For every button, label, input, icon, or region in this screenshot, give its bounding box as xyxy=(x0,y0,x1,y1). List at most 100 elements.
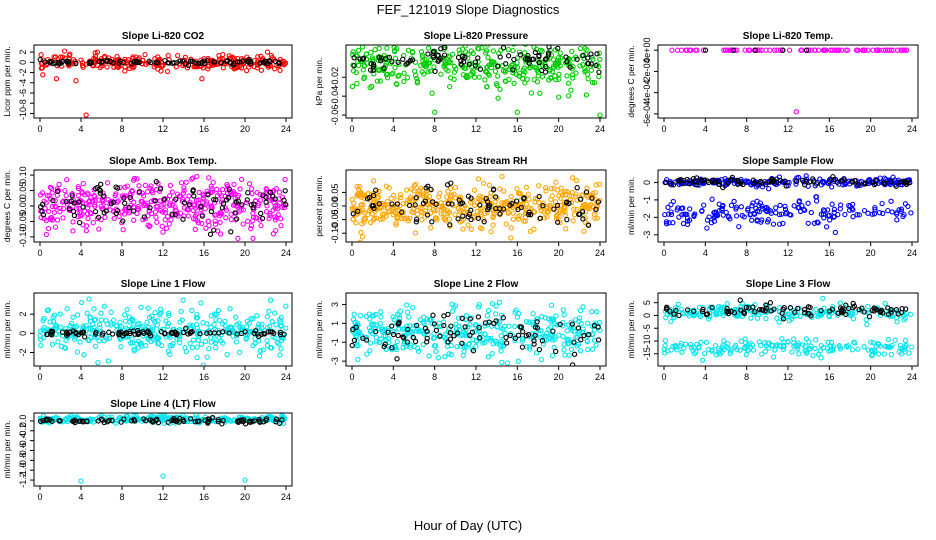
x-tick-label: 8 xyxy=(119,372,124,382)
data-point xyxy=(42,205,48,211)
panel-title: Slope Line 2 Flow xyxy=(434,279,519,290)
data-point xyxy=(373,311,379,318)
data-point xyxy=(462,45,468,49)
data-point xyxy=(412,202,418,208)
data-point xyxy=(699,357,706,363)
data-point xyxy=(185,213,191,219)
x-tick-label: 8 xyxy=(119,248,124,258)
data-point xyxy=(888,47,894,53)
data-point xyxy=(279,204,285,210)
data-point xyxy=(374,215,380,221)
data-point xyxy=(592,215,598,221)
data-point xyxy=(275,212,281,218)
y-tick-label: 0 xyxy=(18,331,28,336)
panel-title: Slope Li-820 Temp. xyxy=(743,31,834,42)
data-point xyxy=(369,211,376,217)
data-point xyxy=(475,314,482,320)
data-point xyxy=(494,82,500,88)
data-point xyxy=(464,72,470,79)
data-point xyxy=(155,318,161,324)
data-point xyxy=(882,300,888,307)
data-point xyxy=(234,321,240,328)
data-point xyxy=(193,197,200,204)
data-point xyxy=(71,336,78,342)
data-point xyxy=(419,69,425,75)
data-point xyxy=(153,214,159,220)
data-point xyxy=(155,60,161,66)
data-point xyxy=(76,219,83,226)
data-point xyxy=(418,49,425,55)
data-point xyxy=(390,208,397,215)
x-tick-label: 8 xyxy=(744,124,749,134)
data-point xyxy=(526,344,533,350)
data-point xyxy=(894,217,900,223)
data-point xyxy=(580,216,586,222)
data-point xyxy=(839,178,846,184)
data-point xyxy=(827,47,834,53)
x-tick-label: 16 xyxy=(824,124,834,134)
x-tick-label: 24 xyxy=(281,124,291,134)
data-point xyxy=(589,332,596,338)
data-point xyxy=(261,330,267,337)
data-point xyxy=(670,198,676,205)
data-point xyxy=(354,80,360,87)
data-point xyxy=(150,190,156,196)
data-point xyxy=(389,347,395,353)
data-point xyxy=(424,212,431,218)
data-point xyxy=(169,189,175,195)
data-point xyxy=(370,192,377,199)
data-point xyxy=(49,203,55,210)
data-point xyxy=(130,317,136,323)
panel-ylabel: percent per min. xyxy=(314,175,324,236)
data-point xyxy=(268,52,275,59)
data-point xyxy=(154,203,161,209)
data-point xyxy=(404,309,411,315)
data-point xyxy=(410,334,416,341)
data-point xyxy=(776,211,783,218)
data-point xyxy=(136,189,143,195)
data-point xyxy=(903,306,909,312)
data-point xyxy=(212,218,218,224)
data-point xyxy=(80,180,86,187)
data-point xyxy=(820,295,826,302)
panel-title: Slope Li-820 CO2 xyxy=(122,31,205,42)
data-point xyxy=(101,193,107,199)
data-point xyxy=(571,206,577,212)
data-point xyxy=(256,333,262,340)
data-point xyxy=(420,319,426,325)
data-point xyxy=(488,335,494,342)
data-point xyxy=(590,56,596,63)
data-point xyxy=(536,199,542,206)
data-point xyxy=(578,337,584,343)
data-point xyxy=(174,60,180,66)
data-point xyxy=(191,193,197,199)
data-point xyxy=(47,319,53,325)
data-point xyxy=(451,69,458,75)
data-point xyxy=(389,59,395,65)
data-point xyxy=(395,59,401,65)
data-point xyxy=(280,335,287,341)
data-point xyxy=(39,208,45,215)
data-point xyxy=(40,327,46,333)
data-point xyxy=(132,418,138,424)
data-point xyxy=(503,334,509,341)
panel-3: Slope Li-820 Temp.degrees C per min.0 4 8 1… xyxy=(626,31,919,134)
data-point xyxy=(367,219,374,226)
data-point xyxy=(727,216,733,222)
data-point xyxy=(569,362,576,366)
data-point xyxy=(676,312,682,319)
data-point xyxy=(64,177,70,183)
panel-title: Slope Line 4 (LT) Flow xyxy=(110,399,216,410)
data-point xyxy=(442,353,448,360)
data-point xyxy=(378,336,384,342)
x-tick-label: 24 xyxy=(595,372,605,382)
data-point xyxy=(86,296,92,302)
data-point xyxy=(178,180,185,186)
data-point xyxy=(215,307,222,314)
data-point xyxy=(779,211,785,217)
x-tick-label: 20 xyxy=(866,248,876,258)
data-point xyxy=(862,181,868,187)
